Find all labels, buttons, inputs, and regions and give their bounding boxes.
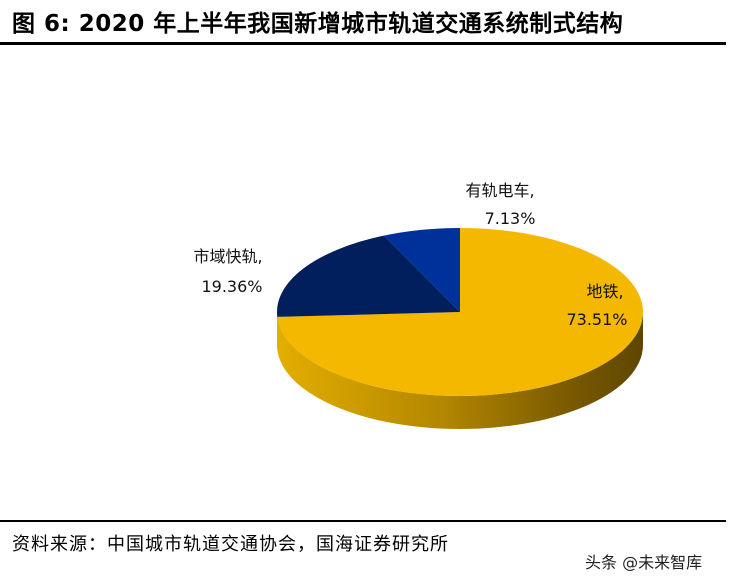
source-note: 资料来源：中国城市轨道交通协会，国海证券研究所 — [12, 534, 449, 555]
pie-top — [276, 228, 643, 397]
top-divider — [0, 42, 726, 45]
slice-suburban-rail — [276, 235, 460, 317]
slice-metro — [277, 228, 643, 397]
pie-side — [277, 312, 643, 429]
label-metro-name: 地铁, — [586, 282, 623, 301]
label-suburban-name: 市域快轨, — [193, 247, 262, 266]
figure-title: 图 6: 2020 年上半年我国新增城市轨道交通系统制式结构 — [12, 11, 624, 37]
watermark: 头条 @未来智库 — [585, 553, 703, 572]
label-tram-value: 7.13% — [485, 209, 536, 228]
pie-chart: 有轨电车, 7.13% 市域快轨, 19.36% 地铁, 73.51% — [193, 181, 643, 429]
label-tram-name: 有轨电车, — [465, 181, 534, 200]
slice-tram — [384, 228, 460, 312]
label-metro-value: 73.51% — [566, 310, 627, 329]
label-suburban-value: 19.36% — [201, 277, 262, 296]
bottom-divider — [0, 520, 726, 522]
